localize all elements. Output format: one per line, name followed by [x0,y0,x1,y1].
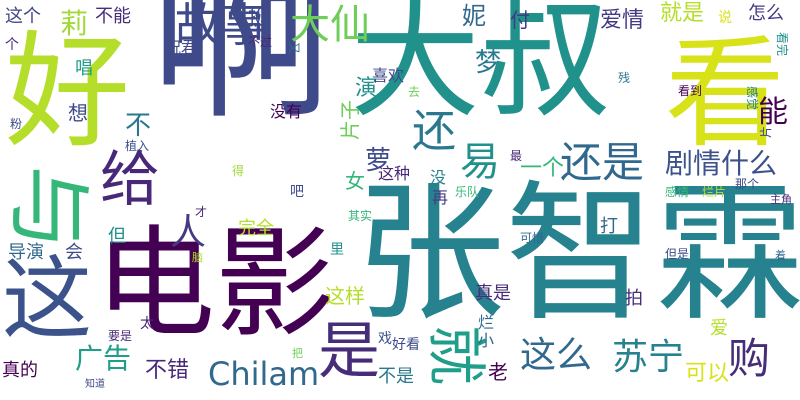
word: 这个 [5,6,41,27]
word: 梦 [475,48,502,78]
word: 再 [432,188,449,207]
word: 挺 [248,6,271,31]
word: 不 [125,111,152,141]
word: 广告 [75,342,132,375]
word: 烂片 [702,185,727,199]
word: 一个 [520,156,565,181]
word: 莉 [60,7,89,40]
word: 最 [510,149,523,163]
word: 萝 [365,146,392,176]
word: 剧情什么 [665,147,778,180]
word: 就 [420,325,490,385]
word: 可以 [685,361,730,386]
word: 女 [345,169,365,193]
word: 植入 [125,139,150,153]
word: 完全 [238,218,274,239]
word: 真是 [475,283,511,304]
word: 得 [232,164,245,178]
word: 能 [758,95,788,130]
word: 故事 [175,0,267,52]
word: 但是 [665,247,690,261]
word: 喜欢 [372,66,405,85]
word: 主角 [770,193,792,206]
word: 看完 [775,31,790,57]
word: 电影 [95,215,335,354]
word: 太 [140,316,154,332]
word: 里 [330,242,344,258]
word: 看到 [678,84,703,98]
word: 苏宁 [612,337,685,378]
word: 妮 [462,2,486,30]
word: 是 [318,314,381,387]
word: 乐队 [455,185,480,199]
word: 烂 [478,313,495,332]
word: 可惜 [520,231,545,245]
word: 付 [510,8,530,32]
word: 还是 [560,138,645,187]
word: 着 [775,249,786,262]
word: 真的 [2,360,38,381]
word: 大叔 [350,0,611,136]
word: 感情 [665,185,690,199]
word: 祝君 [165,38,198,57]
word: 才 [195,205,208,219]
word: 看 [665,25,785,164]
word: 戏 [378,331,392,347]
word: 这么 [520,335,593,376]
word: 爱情 [600,8,645,33]
word: 不错 [145,358,190,383]
word: 啊 [150,0,335,145]
word: 爱 [710,318,728,339]
word: 要是 [108,329,133,343]
word: 与 [0,164,98,251]
word: 这 [2,247,92,352]
word: 不是 [378,366,414,387]
word: 给 [100,145,160,215]
word: 这种 [378,164,411,183]
word: 小 [478,331,495,350]
word: 没有 [270,102,303,121]
word: 粉 [10,117,23,131]
word: 怎么 [748,3,784,24]
word: 拍 [625,288,643,309]
word: 演 [355,76,378,101]
word: 又 [287,41,302,55]
word: 说 [718,10,732,26]
word: 人 [170,212,207,253]
word: 片 [759,125,774,139]
word: 张智霖 [355,168,800,342]
word: 想 [68,101,88,125]
word: 不过 [248,35,273,49]
word: 大仙 [290,2,370,48]
word: 会 [65,242,83,263]
word: 就是 [660,1,705,26]
word: 购 [728,334,771,383]
word: 老 [488,360,508,384]
word: Chilam [208,355,320,393]
word: 个 [5,37,19,53]
word: 感觉 [745,85,760,111]
word: 把 [292,347,303,360]
word: 那个 [735,177,760,191]
word: 好 [5,20,130,165]
word: 残 [618,71,631,85]
word: 易 [460,139,500,185]
word: 没 [430,168,447,187]
word: 吧 [290,184,304,200]
word: 不能 [95,6,131,27]
word: 还 [412,106,456,157]
word: 唱 [75,58,93,79]
word: 这样 [325,284,365,308]
word: 但 [108,226,126,247]
word: 片子 [338,100,362,140]
word: 去 [408,85,421,99]
word: 知道 [85,379,105,390]
word: 打 [600,216,618,237]
word: 好看 [392,337,420,353]
word: 导演 [8,242,44,263]
word: 其实 [348,209,373,223]
word: 脑 [192,251,203,264]
